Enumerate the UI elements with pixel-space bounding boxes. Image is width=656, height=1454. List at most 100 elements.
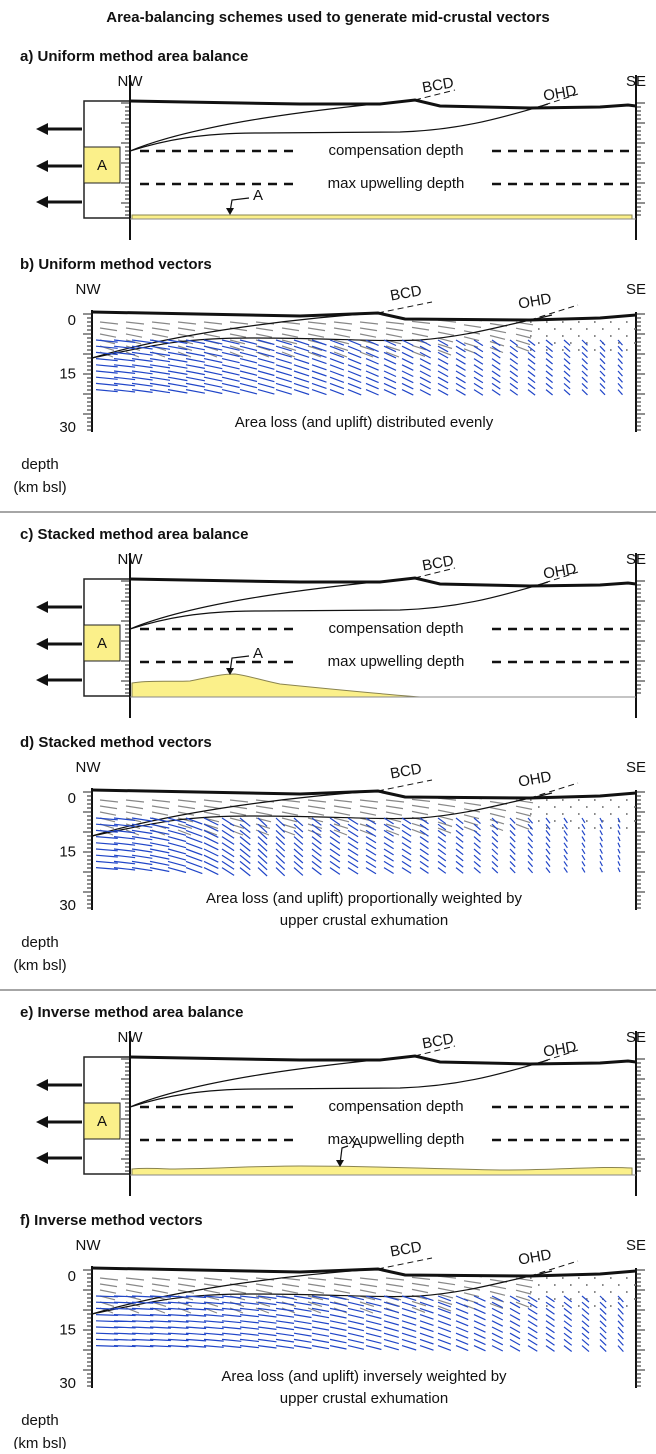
area-annotation: A	[253, 645, 263, 662]
topography	[129, 576, 637, 588]
depth-line-label: compensation depth	[328, 142, 463, 159]
ohd-label: OHD	[517, 290, 553, 313]
scale-ticks	[83, 313, 92, 431]
topography	[129, 98, 637, 110]
fault	[129, 99, 416, 152]
depth-label: depth	[21, 934, 59, 951]
depth-label: depth	[21, 456, 59, 473]
area-box-label: A	[97, 157, 107, 174]
area-box-label: A	[97, 1113, 107, 1130]
area-annotation: A	[253, 187, 263, 204]
caption: Area loss (and uplift) proportionally we…	[206, 890, 523, 907]
fault-trace	[377, 779, 579, 799]
bcd-label: BCD	[389, 1238, 423, 1260]
panel-label: c) Stacked method area balance	[20, 526, 248, 543]
area-box	[83, 1102, 121, 1140]
leader	[229, 655, 250, 673]
area-loss	[131, 673, 632, 698]
scale-ticks	[121, 1058, 130, 1172]
bcd-label: BCD	[389, 760, 423, 782]
upper-dots	[530, 799, 636, 829]
fault	[129, 103, 549, 152]
panel-group: e) Inverse method area balance NW SE A BCD OH…	[13, 1004, 646, 1452]
bcd-label: BCD	[421, 552, 455, 574]
panel-label: e) Inverse method area balance	[20, 1004, 243, 1021]
topography	[91, 1266, 637, 1278]
scale-ticks	[636, 1269, 645, 1387]
area-box	[83, 624, 121, 662]
arrow-head	[36, 674, 48, 686]
bcd-label: BCD	[421, 74, 455, 96]
depth-tick-label: 30	[59, 419, 76, 436]
leader	[339, 1145, 349, 1165]
topography	[91, 788, 637, 800]
caption: Area loss (and uplift) inversely weighte…	[221, 1368, 507, 1385]
scale-ticks	[636, 580, 645, 694]
depth-tick-label: 15	[59, 365, 76, 382]
depth-tick-label: 15	[59, 1321, 76, 1338]
fault	[91, 790, 379, 837]
arrow-head	[36, 1116, 48, 1128]
scale-ticks	[636, 1058, 645, 1172]
figure-title: Area-balancing schemes used to generate …	[106, 9, 550, 26]
topography	[129, 1054, 637, 1066]
panel-label: f) Inverse method vectors	[20, 1212, 203, 1229]
scale-ticks	[636, 102, 645, 216]
leader-head	[226, 668, 234, 675]
caption: Area loss (and uplift) distributed evenl…	[235, 414, 494, 431]
scale-ticks	[83, 1269, 92, 1387]
arrow-head	[36, 638, 48, 650]
area-loss	[131, 1165, 633, 1176]
fault	[129, 1059, 549, 1108]
se-label: SE	[626, 1237, 646, 1254]
se-label: SE	[626, 281, 646, 298]
upper-vectors	[99, 318, 534, 358]
upper-vectors	[99, 796, 534, 836]
area-annotation: A	[352, 1135, 362, 1152]
nw-label: NW	[76, 281, 102, 298]
area-box	[83, 146, 121, 184]
fault-trace	[414, 567, 579, 587]
depth-tick-label: 0	[68, 1268, 76, 1285]
leader-head	[336, 1160, 344, 1167]
depth-line-label: max upwelling depth	[328, 175, 465, 192]
depth-tick-label: 15	[59, 843, 76, 860]
scale-ticks	[636, 791, 645, 909]
caption: upper crustal exhumation	[280, 1390, 448, 1407]
panel-label: b) Uniform method vectors	[20, 256, 212, 273]
unit-label: (km bsl)	[13, 957, 66, 974]
depth-line-label: max upwelling depth	[328, 653, 465, 670]
depth-tick-label: 0	[68, 790, 76, 807]
scale-ticks	[121, 102, 130, 216]
se-label: SE	[626, 759, 646, 776]
nw-label: NW	[76, 759, 102, 776]
panel-group: c) Stacked method area balance NW SE A BCD OH…	[13, 526, 646, 974]
fault	[129, 577, 416, 630]
depth-label: depth	[21, 1412, 59, 1429]
arrow-head	[36, 123, 48, 135]
upper-dots	[530, 1277, 636, 1307]
fault	[91, 312, 379, 359]
mid-crustal-vectors	[95, 1295, 624, 1353]
nw-label: NW	[76, 1237, 102, 1254]
fault-trace	[377, 1257, 579, 1277]
arrow-head	[36, 196, 48, 208]
panel-label: d) Stacked method vectors	[20, 734, 212, 751]
bcd-label: BCD	[421, 1030, 455, 1052]
depth-line-label: max upwelling depth	[328, 1131, 465, 1148]
panel-group: a) Uniform method area balance NW SE A BCD OH…	[13, 48, 646, 496]
fault-trace	[414, 1045, 579, 1065]
ohd-label: OHD	[542, 82, 578, 105]
fault	[91, 1268, 379, 1315]
area-box-label: A	[97, 635, 107, 652]
ohd-label: OHD	[517, 1246, 553, 1269]
scale-ticks	[636, 313, 645, 431]
mid-crustal-vectors	[95, 817, 621, 877]
depth-line-label: compensation depth	[328, 620, 463, 637]
arrow-head	[36, 1079, 48, 1091]
fault	[129, 581, 549, 630]
unit-label: (km bsl)	[13, 479, 66, 496]
area-loss	[131, 214, 633, 220]
arrow-head	[36, 601, 48, 613]
